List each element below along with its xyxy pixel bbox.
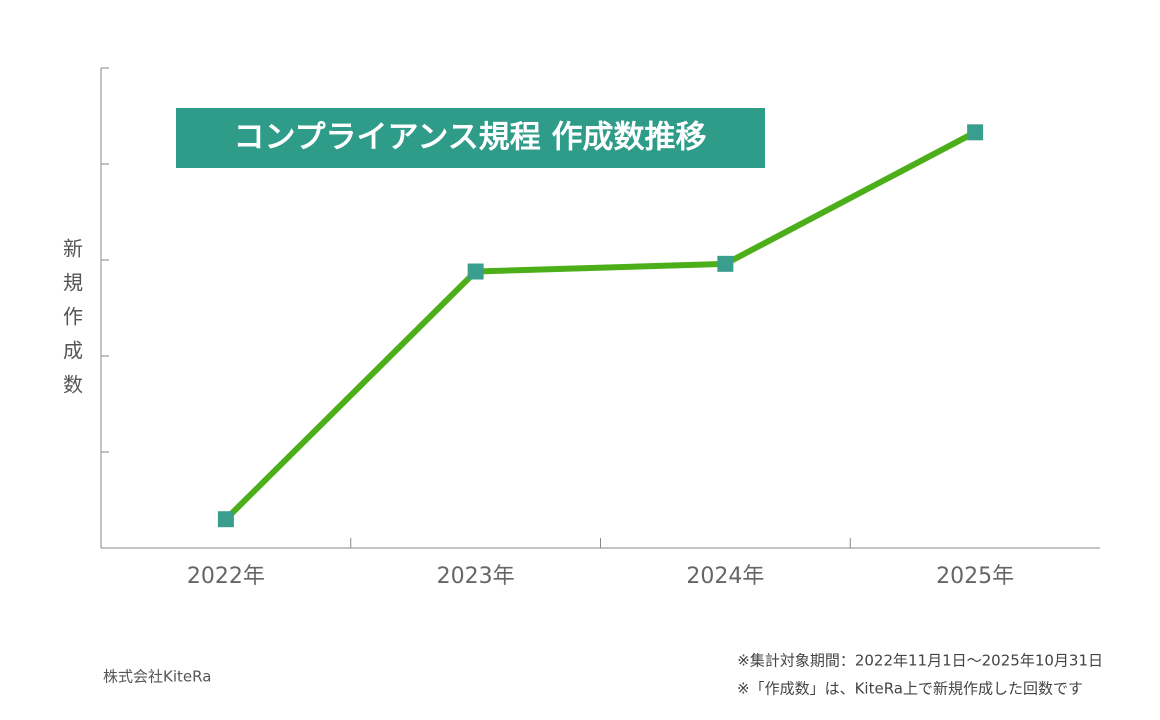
title-box (176, 108, 765, 168)
x-tick-label: 2023年 (437, 564, 515, 589)
note: ※「作成数」は、KiteRa上で新規作成した回数です (737, 680, 1083, 698)
source: 株式会社KiteRa (103, 668, 211, 686)
note: ※集計対象期間：2022年11月1日〜2025年10月31日 (737, 652, 1103, 670)
line (223, 129, 977, 522)
x-tick-label: 2025年 (936, 564, 1014, 589)
marker (717, 255, 734, 272)
x-tick-label: 2024年 (686, 564, 764, 589)
marker (467, 263, 484, 280)
x-tick-label: 2022年 (187, 564, 265, 589)
chart-title: コンプライアンス規程 作成数推移 (233, 120, 706, 156)
y-axis-label: 新規作成数 (60, 238, 84, 408)
marker (217, 511, 234, 528)
marker (967, 124, 984, 141)
